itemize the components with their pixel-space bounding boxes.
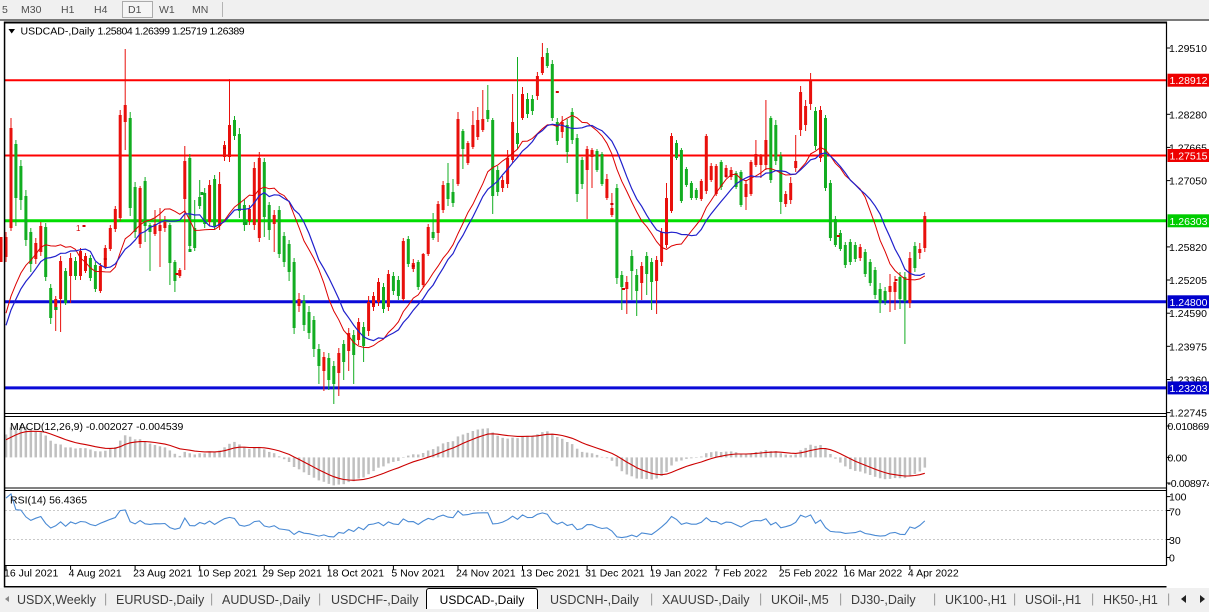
svg-text:10 Sep 2021: 10 Sep 2021 xyxy=(198,568,258,580)
svg-text:23 Aug 2021: 23 Aug 2021 xyxy=(133,568,192,580)
svg-text:-0.008974: -0.008974 xyxy=(1168,478,1209,490)
svg-text:USDCAD-,Daily: USDCAD-,Daily xyxy=(21,26,96,38)
svg-text:31 Dec 2021: 31 Dec 2021 xyxy=(585,568,645,580)
svg-text:0.010869: 0.010869 xyxy=(1168,421,1209,433)
svg-text:29 Sep 2021: 29 Sep 2021 xyxy=(262,568,322,580)
svg-text:1.27050: 1.27050 xyxy=(1169,176,1207,188)
svg-text:1.28280: 1.28280 xyxy=(1169,109,1207,121)
svg-text:1.23975: 1.23975 xyxy=(1169,341,1207,353)
svg-text:13 Dec 2021: 13 Dec 2021 xyxy=(521,568,581,580)
svg-text:1.27515: 1.27515 xyxy=(1170,151,1208,163)
svg-text:RSI(14) 56.4365: RSI(14) 56.4365 xyxy=(10,495,87,507)
svg-text:19 Jan 2022: 19 Jan 2022 xyxy=(650,568,708,580)
svg-text:0: 0 xyxy=(1169,553,1175,565)
svg-text:0.00: 0.00 xyxy=(1168,452,1188,464)
svg-text:1.29510: 1.29510 xyxy=(1169,43,1207,55)
svg-text:1.22745: 1.22745 xyxy=(1169,408,1207,420)
svg-text:4 Apr 2022: 4 Apr 2022 xyxy=(908,568,959,580)
svg-text:100: 100 xyxy=(1169,492,1187,504)
svg-text:5 Nov 2021: 5 Nov 2021 xyxy=(391,568,445,580)
svg-text:1.25820: 1.25820 xyxy=(1169,242,1207,254)
svg-text:MACD(12,26,9) -0.002027 -0.004: MACD(12,26,9) -0.002027 -0.004539 xyxy=(10,421,184,433)
svg-text:1.24800: 1.24800 xyxy=(1170,297,1208,309)
svg-text:1: 1 xyxy=(76,224,81,233)
svg-text:16 Jul 2021: 16 Jul 2021 xyxy=(4,568,58,580)
svg-text:1.24590: 1.24590 xyxy=(1169,308,1207,320)
svg-text:1.23203: 1.23203 xyxy=(1170,383,1208,395)
svg-text:24 Nov 2021: 24 Nov 2021 xyxy=(456,568,516,580)
svg-text:1.25804 1.26399 1.25719 1.2638: 1.25804 1.26399 1.25719 1.26389 xyxy=(98,26,245,38)
svg-text:7 Feb 2022: 7 Feb 2022 xyxy=(714,568,767,580)
svg-text:70: 70 xyxy=(1169,507,1181,519)
svg-text:16 Mar 2022: 16 Mar 2022 xyxy=(843,568,902,580)
svg-text:25 Feb 2022: 25 Feb 2022 xyxy=(779,568,838,580)
svg-text:30: 30 xyxy=(1169,535,1181,547)
svg-text:18 Oct 2021: 18 Oct 2021 xyxy=(327,568,384,580)
svg-text:4 Aug 2021: 4 Aug 2021 xyxy=(69,568,122,580)
svg-text:1.25205: 1.25205 xyxy=(1169,275,1207,287)
svg-text:1.28912: 1.28912 xyxy=(1170,75,1208,87)
svg-text:1.26303: 1.26303 xyxy=(1170,216,1208,228)
